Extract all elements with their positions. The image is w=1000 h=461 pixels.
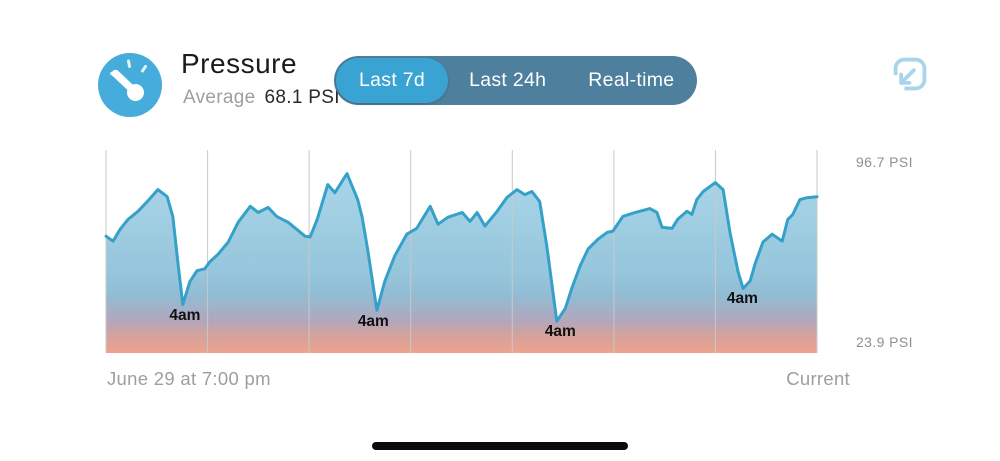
y-axis-min-label: 23.9 PSI xyxy=(856,334,913,350)
y-axis-max-label: 96.7 PSI xyxy=(856,154,913,170)
pressure-chart-svg xyxy=(104,150,819,353)
home-indicator[interactable] xyxy=(372,442,628,450)
average-label: Average xyxy=(183,87,256,108)
average-row: Average 68.1 PSI xyxy=(183,87,340,109)
time-range-tabs: Last 7d Last 24h Real-time xyxy=(334,56,698,105)
area-fill xyxy=(106,173,817,353)
tab-last-7d[interactable]: Last 7d xyxy=(336,58,449,103)
tab-real-time[interactable]: Real-time xyxy=(567,58,695,103)
area-line xyxy=(104,172,819,323)
average-value: 68.1 PSI xyxy=(264,87,340,108)
page-title: Pressure xyxy=(181,48,298,79)
x-axis-start-label: June 29 at 7:00 pm xyxy=(107,368,271,389)
pressure-gauge-icon xyxy=(98,53,162,117)
tab-last-24h[interactable]: Last 24h xyxy=(448,58,567,103)
pressure-chart[interactable]: 4am 4am 4am 4am xyxy=(104,150,819,353)
expand-collapse-icon xyxy=(890,57,927,94)
x-axis-end-label: Current xyxy=(786,368,850,389)
gridlines xyxy=(105,150,818,353)
expand-button[interactable] xyxy=(890,54,930,94)
